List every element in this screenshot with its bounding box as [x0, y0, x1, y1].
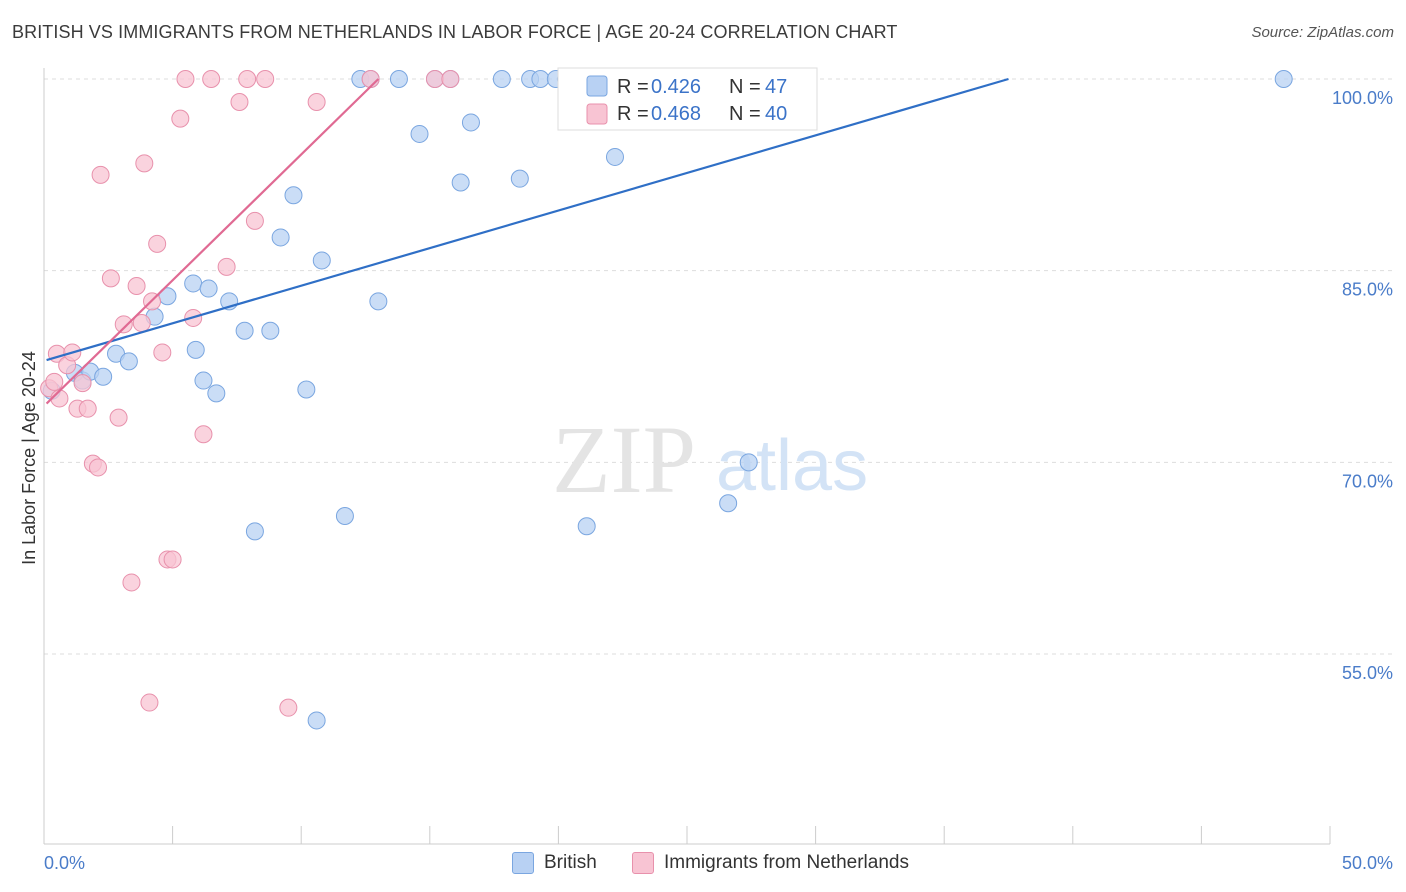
x-tick-label-min: 0.0%: [44, 853, 85, 873]
netherlands-point: [135, 154, 154, 173]
british-point: [199, 279, 218, 298]
netherlands-point: [109, 408, 128, 427]
netherlands-point: [78, 399, 97, 418]
netherlands-point: [114, 315, 133, 334]
british-point: [94, 367, 113, 386]
netherlands-point: [89, 458, 108, 477]
british-point: [531, 70, 550, 88]
british-point: [119, 352, 138, 371]
british-point: [235, 321, 254, 340]
british-point: [261, 321, 280, 340]
legend-item-british[interactable]: British: [512, 852, 597, 874]
netherlands-swatch: [586, 103, 608, 125]
british-point: [312, 251, 331, 270]
netherlands-point: [122, 573, 141, 592]
british-n-label: N =: [729, 76, 761, 98]
netherlands-point: [194, 425, 213, 444]
british-point: [461, 113, 480, 132]
british-point: [307, 711, 326, 730]
british-r-value: 0.426: [651, 76, 701, 98]
british-point: [297, 380, 316, 399]
british-point: [510, 169, 529, 188]
netherlands-point: [45, 372, 64, 391]
legend-item-netherlands[interactable]: Immigrants from Netherlands: [632, 852, 909, 874]
british-r-label: R =: [617, 76, 649, 98]
british-point: [186, 340, 205, 359]
british-point: [284, 186, 303, 205]
netherlands-n-label: N =: [729, 103, 761, 125]
stats-legend: R = 0.426 N = 47 R = 0.468 N = 40: [557, 67, 818, 131]
netherlands-trend-line: [45, 78, 380, 405]
british-point: [410, 124, 429, 143]
netherlands-point: [441, 70, 460, 88]
netherlands-point: [153, 343, 172, 362]
netherlands-point: [91, 165, 110, 184]
y-tick-label-70: 70.0%: [1342, 471, 1393, 491]
y-tick-label-100: 100.0%: [1332, 88, 1393, 108]
source-credit: Source: ZipAtlas.com: [1251, 24, 1394, 41]
axes: [43, 68, 1331, 845]
gridlines: [44, 78, 1394, 655]
y-tick-label-55: 55.0%: [1342, 663, 1393, 683]
british-point: [492, 70, 511, 88]
british-points: [42, 70, 1293, 730]
british-point: [451, 173, 470, 192]
x-tick-label-max: 50.0%: [1342, 853, 1393, 873]
chart-title: BRITISH VS IMMIGRANTS FROM NETHERLANDS I…: [12, 22, 898, 42]
netherlands-point: [202, 70, 221, 88]
british-trend-line: [46, 77, 1009, 362]
british-point: [271, 228, 290, 247]
watermark-zip: ZIP: [552, 406, 696, 513]
watermark: ZIP atlas: [552, 406, 868, 513]
netherlands-r-label: R =: [617, 103, 649, 125]
netherlands-point: [256, 70, 275, 88]
tick-labels: 55.0% 70.0% 85.0% 100.0% 0.0% 50.0%: [44, 88, 1393, 873]
netherlands-point: [163, 550, 182, 569]
netherlands-point: [217, 257, 236, 276]
y-tick-label-85: 85.0%: [1342, 280, 1393, 300]
netherlands-point: [127, 277, 146, 295]
netherlands-n-value: 40: [765, 103, 787, 125]
netherlands-point: [238, 70, 257, 88]
netherlands-legend-label: Immigrants from Netherlands: [664, 852, 909, 873]
netherlands-point: [73, 374, 92, 393]
british-point: [184, 274, 203, 293]
netherlands-point: [425, 70, 444, 88]
netherlands-point: [140, 693, 159, 712]
british-point: [207, 384, 226, 403]
netherlands-points: [40, 70, 460, 717]
netherlands-point: [101, 269, 120, 288]
british-legend-swatch: [512, 852, 534, 874]
british-point: [389, 70, 408, 88]
netherlands-r-value: 0.468: [651, 103, 701, 125]
british-legend-label: British: [544, 852, 597, 873]
y-axis-title: In Labor Force | Age 20-24: [19, 351, 39, 565]
trend-lines: [45, 77, 1009, 405]
british-point: [335, 507, 354, 525]
netherlands-point: [171, 109, 190, 128]
netherlands-point: [148, 234, 167, 253]
british-point: [719, 494, 738, 513]
netherlands-point: [279, 698, 298, 717]
netherlands-legend-swatch: [632, 852, 654, 874]
netherlands-point: [307, 93, 326, 111]
british-point: [369, 292, 388, 311]
british-point: [577, 517, 596, 536]
british-point: [739, 453, 758, 472]
british-point: [605, 147, 624, 166]
british-point: [194, 371, 213, 390]
netherlands-point: [176, 70, 195, 88]
british-point: [245, 522, 264, 541]
watermark-atlas: atlas: [716, 426, 868, 506]
british-swatch: [586, 75, 608, 97]
british-point: [1274, 70, 1293, 88]
netherlands-point: [361, 70, 380, 88]
netherlands-point: [245, 211, 264, 230]
british-n-value: 47: [765, 76, 787, 98]
netherlands-point: [230, 93, 249, 111]
